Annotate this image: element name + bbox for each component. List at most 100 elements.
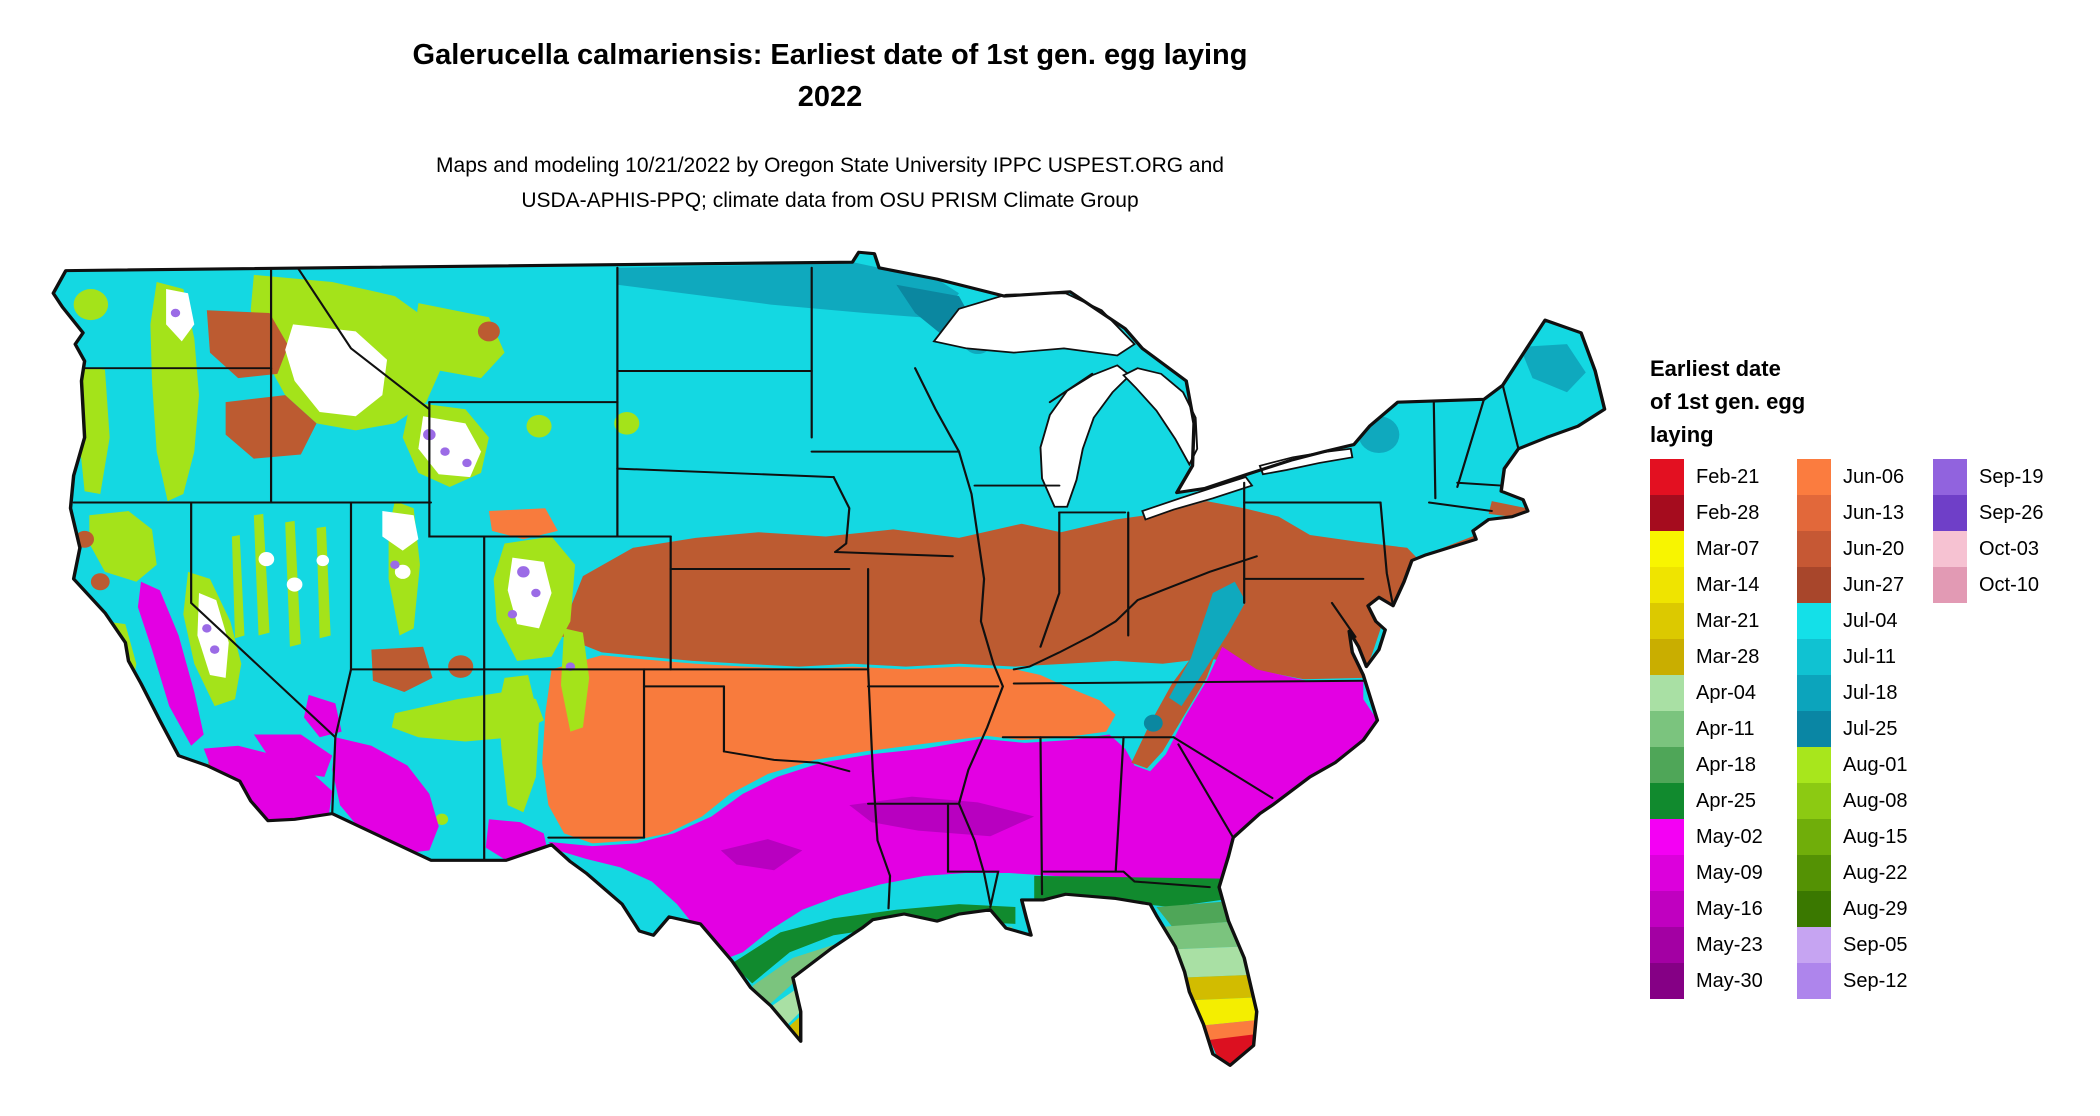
legend-item: Sep-19 bbox=[1933, 459, 2090, 495]
legend-item: Mar-28 bbox=[1650, 639, 1797, 675]
legend-item: Jul-18 bbox=[1797, 675, 1933, 711]
legend-swatch bbox=[1650, 567, 1684, 603]
legend-item: Sep-05 bbox=[1797, 927, 1933, 963]
state-borders bbox=[72, 266, 1520, 910]
legend-item: Oct-03 bbox=[1933, 531, 2090, 567]
legend-item: Apr-04 bbox=[1650, 675, 1797, 711]
legend-label: Jun-06 bbox=[1843, 466, 1905, 488]
legend-swatch bbox=[1650, 963, 1684, 999]
legend-item: May-23 bbox=[1650, 927, 1797, 963]
legend-swatch bbox=[1797, 711, 1831, 747]
legend-item: Jul-11 bbox=[1797, 639, 1933, 675]
legend-item: Mar-07 bbox=[1650, 531, 1797, 567]
legend-item: Jun-20 bbox=[1797, 531, 1933, 567]
legend-label: Aug-15 bbox=[1843, 826, 1908, 848]
legend-item: Jul-04 bbox=[1797, 603, 1933, 639]
legend-title-line-3: laying bbox=[1650, 422, 1714, 447]
legend-item: May-30 bbox=[1650, 963, 1797, 999]
legend-label: Jul-11 bbox=[1843, 646, 1896, 668]
legend-swatch bbox=[1797, 675, 1831, 711]
legend-item: Jun-27 bbox=[1797, 567, 1933, 603]
legend-swatch bbox=[1933, 567, 1967, 603]
legend-item: Aug-08 bbox=[1797, 783, 1933, 819]
legend-item: Apr-25 bbox=[1650, 783, 1797, 819]
legend-label: Sep-12 bbox=[1843, 970, 1908, 992]
legend-label: Aug-01 bbox=[1843, 754, 1908, 776]
legend-swatch bbox=[1797, 531, 1831, 567]
subtitle-line-1: Maps and modeling 10/21/2022 by Oregon S… bbox=[436, 154, 1224, 177]
legend-item: Apr-18 bbox=[1650, 747, 1797, 783]
legend-swatch bbox=[1797, 927, 1831, 963]
legend-swatch bbox=[1797, 891, 1831, 927]
great-lakes bbox=[932, 292, 1354, 521]
legend-swatch bbox=[1650, 711, 1684, 747]
legend-label: May-02 bbox=[1696, 826, 1763, 848]
legend-swatch bbox=[1797, 495, 1831, 531]
legend-swatch bbox=[1797, 459, 1831, 495]
legend-swatch bbox=[1650, 459, 1684, 495]
legend-label: Mar-14 bbox=[1696, 574, 1760, 596]
legend-label: Aug-08 bbox=[1843, 790, 1908, 812]
legend-swatch bbox=[1797, 639, 1831, 675]
legend-item: Aug-01 bbox=[1797, 747, 1933, 783]
legend-label: Aug-22 bbox=[1843, 862, 1908, 884]
us-outline bbox=[51, 250, 1607, 1067]
legend-swatch bbox=[1650, 855, 1684, 891]
legend-item: Jul-25 bbox=[1797, 711, 1933, 747]
legend-label: May-16 bbox=[1696, 898, 1763, 920]
legend-swatch bbox=[1650, 819, 1684, 855]
map-legend: Earliest date of 1st gen. egg laying Feb… bbox=[1650, 352, 2090, 999]
legend-swatch bbox=[1650, 639, 1684, 675]
legend-title-line-1: Earliest date bbox=[1650, 356, 1781, 381]
legend-label: Jul-04 bbox=[1843, 610, 1898, 632]
legend-label: Mar-07 bbox=[1696, 538, 1760, 560]
lake-michigan bbox=[1039, 364, 1132, 508]
legend-item: Sep-12 bbox=[1797, 963, 1933, 999]
legend-swatch bbox=[1650, 927, 1684, 963]
legend-swatch bbox=[1933, 531, 1967, 567]
legend-item: May-09 bbox=[1650, 855, 1797, 891]
lake-huron bbox=[1122, 367, 1199, 467]
legend-label: May-30 bbox=[1696, 970, 1763, 992]
legend-label: May-09 bbox=[1696, 862, 1763, 884]
legend-item: Aug-15 bbox=[1797, 819, 1933, 855]
lake-erie bbox=[1141, 476, 1254, 521]
legend-column-2: Jun-06 Jun-13 Jun-20 Jun-27 Jul-04 Jul-11 Jul-… bbox=[1797, 459, 1933, 999]
legend-title-line-2: of 1st gen. egg bbox=[1650, 389, 1806, 414]
legend-label: Sep-05 bbox=[1843, 934, 1908, 956]
legend-label: Mar-28 bbox=[1696, 646, 1760, 668]
legend-item: Oct-10 bbox=[1933, 567, 2090, 603]
legend-item: Sep-26 bbox=[1933, 495, 2090, 531]
legend-swatch bbox=[1797, 603, 1831, 639]
legend-item: Apr-11 bbox=[1650, 711, 1797, 747]
legend-swatch bbox=[1650, 531, 1684, 567]
page-subtitle: Maps and modeling 10/21/2022 by Oregon S… bbox=[0, 148, 1660, 218]
legend-swatch bbox=[1797, 855, 1831, 891]
legend-label: Oct-03 bbox=[1979, 538, 2040, 560]
title-line-1: Galerucella calmariensis: Earliest date … bbox=[412, 39, 1248, 71]
legend-label: Feb-21 bbox=[1696, 466, 1760, 488]
legend-swatch bbox=[1797, 963, 1831, 999]
legend-item: Mar-21 bbox=[1650, 603, 1797, 639]
legend-swatch bbox=[1650, 891, 1684, 927]
legend-swatch bbox=[1650, 675, 1684, 711]
legend-label: Aug-29 bbox=[1843, 898, 1908, 920]
legend-swatch bbox=[1650, 783, 1684, 819]
legend-label: Oct-10 bbox=[1979, 574, 2040, 596]
legend-item: Aug-29 bbox=[1797, 891, 1933, 927]
legend-swatch bbox=[1933, 459, 1967, 495]
legend-item: Feb-28 bbox=[1650, 495, 1797, 531]
us-map bbox=[51, 250, 1607, 1067]
legend-swatch bbox=[1797, 783, 1831, 819]
legend-item: Aug-22 bbox=[1797, 855, 1933, 891]
legend-item: Mar-14 bbox=[1650, 567, 1797, 603]
legend-swatch bbox=[1933, 495, 1967, 531]
legend-swatch bbox=[1797, 747, 1831, 783]
page-title: Galerucella calmariensis: Earliest date … bbox=[0, 34, 1660, 118]
legend-columns: Feb-21 Feb-28 Mar-07 Mar-14 Mar-21 Mar-28 Apr-… bbox=[1650, 459, 2090, 999]
legend-label: May-23 bbox=[1696, 934, 1763, 956]
legend-label: Jun-20 bbox=[1843, 538, 1905, 560]
legend-swatch bbox=[1650, 747, 1684, 783]
legend-label: Jul-25 bbox=[1843, 718, 1898, 740]
subtitle-line-2: USDA-APHIS-PPQ; climate data from OSU PR… bbox=[521, 189, 1139, 212]
